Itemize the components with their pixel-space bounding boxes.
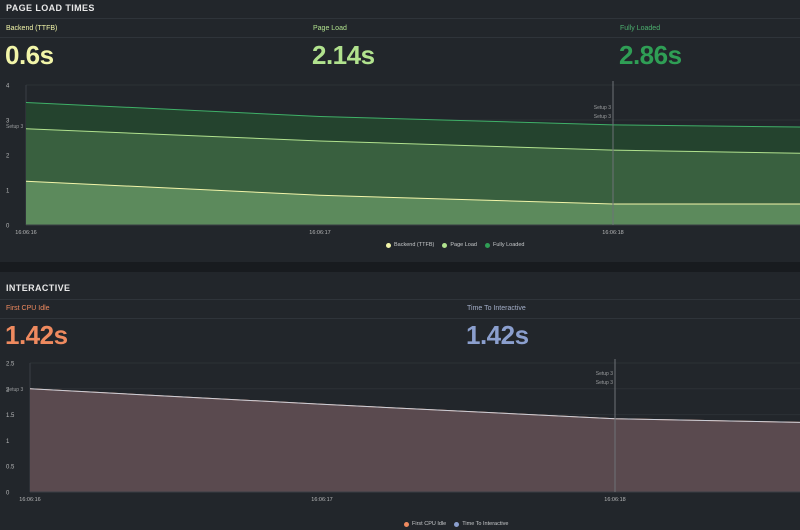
y-tick-label: 0: [6, 491, 10, 497]
panel-title: INTERACTIVE: [6, 283, 71, 293]
legend-label: Fully Loaded: [492, 242, 525, 248]
divider: [0, 318, 800, 319]
legend-label: Page Load: [450, 242, 477, 248]
divider: [0, 37, 800, 38]
y-tick-label: 1: [6, 189, 10, 195]
panel-title: PAGE LOAD TIMES: [6, 3, 95, 13]
y-tick-label: 1.5: [6, 413, 15, 419]
interactive-panel: INTERACTIVE First CPU Idle 1.42s Time To…: [0, 272, 800, 530]
legend-swatch: [454, 521, 460, 527]
y-tick-label: 0.5: [6, 465, 15, 471]
annotation-label: Setup 3: [596, 380, 613, 386]
stat-label: Fully Loaded: [620, 25, 661, 32]
x-tick-label: 16:06:18: [602, 230, 623, 236]
divider: [0, 299, 800, 300]
stat-value: 0.6s: [5, 40, 54, 70]
annotation-label: Setup 3: [594, 105, 611, 111]
y-tick-label: 4: [6, 84, 10, 90]
chart-legend: First CPU Idle Time To Interactive: [404, 521, 508, 527]
legend-label: First CPU Idle: [412, 521, 447, 527]
stat-label: Page Load: [313, 25, 347, 32]
y-tick-label: 3: [6, 119, 10, 125]
legend-swatch: [484, 242, 490, 248]
legend-swatch: [386, 242, 391, 248]
series-line: [25, 180, 800, 205]
x-tick-label: 16:06:16: [15, 230, 36, 236]
series-area: [30, 388, 800, 492]
legend-label: Backend (TTFB): [394, 242, 435, 248]
stat-value: 1.42s: [466, 320, 529, 350]
legend-swatch: [404, 521, 409, 527]
series-area: [26, 181, 800, 225]
y-tick-label: 2: [6, 154, 10, 160]
divider: [0, 18, 800, 19]
legend-swatch: [442, 242, 448, 248]
legend-item[interactable]: First CPU Idle: [404, 521, 446, 527]
legend-item[interactable]: Backend (TTFB): [386, 242, 434, 248]
legend-item[interactable]: Page Load: [442, 242, 477, 248]
legend-label: Time To Interactive: [462, 521, 509, 527]
page-load-times-panel: PAGE LOAD TIMES Backend (TTFB) 0.6s Page…: [0, 0, 800, 262]
x-tick-label: 16:06:17: [309, 230, 330, 236]
page-load-times-chart: 0 1 2 3 4 Setup 3 Setup 3 Setup 3 16:06:16 16:06:…: [6, 81, 800, 236]
stat-value: 2.86s: [619, 40, 682, 70]
annotation-label: Setup 3: [6, 387, 23, 393]
series-line: [25, 102, 800, 128]
stat-label: Backend (TTFB): [6, 25, 58, 32]
series-line: [29, 388, 800, 423]
x-tick-label: 16:06:17: [311, 497, 332, 503]
y-tick-label: 2.5: [6, 362, 15, 368]
x-tick-label: 16:06:16: [19, 497, 40, 503]
legend-item[interactable]: Time To Interactive: [454, 521, 508, 527]
annotation-label: Setup 3: [594, 114, 611, 120]
stat-value: 1.42s: [5, 320, 68, 350]
stat-value: 2.14s: [312, 40, 375, 70]
stat-label: First CPU Idle: [6, 305, 50, 312]
series-line: [25, 128, 800, 154]
interactive-chart: 0 0.5 1 1.5 2 2.5 Setup 3 Setup 3 Setup 3 16:06:1…: [6, 359, 800, 503]
annotation-label: Setup 3: [6, 124, 23, 130]
stat-label: Time To Interactive: [467, 305, 526, 312]
series-area: [30, 388, 800, 492]
annotation-label: Setup 3: [596, 371, 613, 377]
y-tick-label: 0: [6, 224, 10, 230]
chart-legend: Backend (TTFB) Page Load Fully Loaded: [386, 242, 524, 248]
y-tick-label: 2: [6, 387, 10, 393]
y-tick-label: 1: [6, 439, 10, 445]
legend-item[interactable]: Fully Loaded: [484, 242, 525, 248]
x-tick-label: 16:06:18: [604, 497, 625, 503]
